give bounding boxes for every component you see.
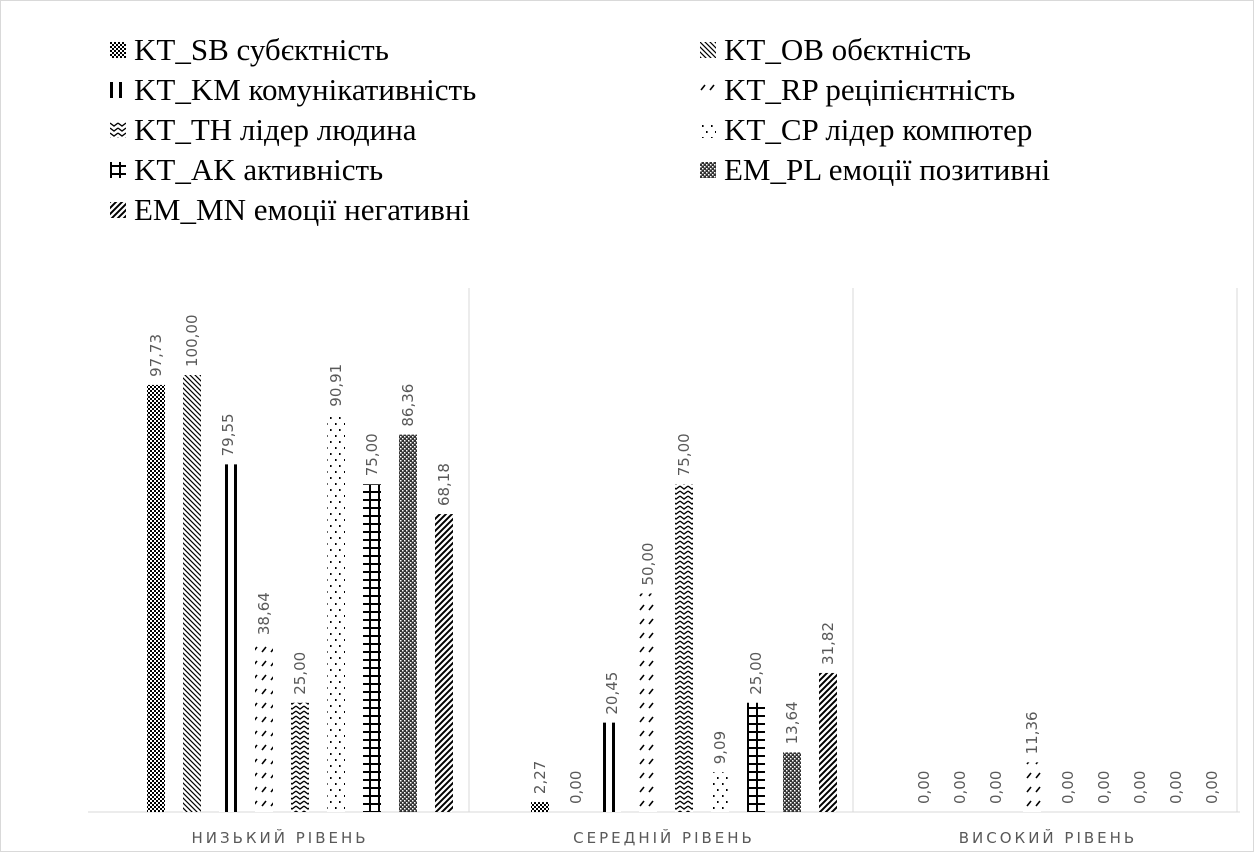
data-label: 86,36: [399, 384, 417, 427]
legend-swatch: [700, 162, 716, 178]
legend-item: KT_RP реціпієнтність: [700, 70, 1015, 110]
value-labels-group: 97,73 100,00 79,55 38,64 25,00 90,91 75,00 86,3…: [147, 315, 1221, 805]
data-label: 0,00: [951, 771, 969, 804]
legend-item: KT_CP лідер компютер: [700, 110, 1032, 150]
bar: [531, 802, 549, 812]
legend-swatch: [700, 82, 716, 98]
data-label: 20,45: [603, 672, 621, 715]
data-label: 0,00: [987, 771, 1005, 804]
category-label: СЕРЕДНІЙ РІВЕНЬ: [573, 828, 755, 847]
legend-label: KT_TH лідер людина: [134, 112, 417, 147]
data-label: 79,55: [219, 413, 237, 456]
legend-item: KT_AK активність: [110, 150, 383, 190]
bar: [603, 722, 621, 812]
category-separators: [88, 288, 1240, 813]
legend-item: EM_MN емоції негативні: [110, 190, 470, 230]
data-label: 13,64: [783, 701, 801, 744]
data-label: 38,64: [255, 592, 273, 635]
data-label: 0,00: [1095, 771, 1113, 804]
legend-item: KT_SB субєктність: [110, 30, 389, 70]
legend-label: EM_MN емоції негативні: [134, 192, 471, 227]
bar: [675, 484, 693, 812]
legend-swatch: [110, 82, 126, 98]
legend-swatch: [700, 122, 716, 138]
bar: [327, 414, 345, 812]
data-label: 0,00: [1059, 771, 1077, 804]
legend-label: KT_SB субєктність: [134, 32, 389, 67]
bar: [711, 772, 729, 812]
data-label: 0,00: [1167, 771, 1185, 804]
data-label: 75,00: [675, 433, 693, 476]
data-label: 0,00: [1131, 771, 1149, 804]
legend-label: KT_KM комунікативність: [134, 72, 477, 107]
data-label: 31,82: [819, 622, 837, 665]
legend-item: KT_TH лідер людина: [110, 110, 417, 150]
category-labels-group: НИЗЬКИЙ РІВЕНЬ СЕРЕДНІЙ РІВЕНЬ ВИСОКИЙ РІВ…: [191, 828, 1137, 847]
legend-item: KT_OB обєктність: [700, 30, 971, 70]
data-label: 97,73: [147, 334, 165, 377]
data-label: 2,27: [531, 761, 549, 794]
data-label: 90,91: [327, 364, 345, 407]
bar: [1023, 762, 1041, 812]
legend-label: EM_PL емоції позитивні: [724, 152, 1051, 187]
bar: [291, 702, 309, 812]
legend-label: KT_OB обєктність: [724, 32, 972, 67]
bar: [639, 593, 657, 812]
legend-swatch: [700, 42, 716, 58]
data-label: 9,09: [711, 731, 729, 764]
data-label: 0,00: [915, 771, 933, 804]
bar: [435, 514, 453, 812]
bar: [819, 672, 837, 812]
bar: [399, 434, 417, 812]
data-label: 75,00: [363, 433, 381, 476]
bar: [747, 702, 765, 812]
legend-label: KT_CP лідер компютер: [724, 112, 1033, 147]
category-label: НИЗЬКИЙ РІВЕНЬ: [191, 828, 368, 847]
legend-swatch: [110, 122, 126, 138]
bar: [147, 384, 165, 812]
legend-swatch: [110, 202, 126, 218]
legend-label: KT_AK активність: [134, 152, 384, 187]
legend-swatch: [110, 42, 126, 58]
legend: KT_SB субєктність KT_OB обєктність KT_KM к…: [110, 30, 1210, 250]
bar: [783, 752, 801, 812]
bar: [255, 643, 273, 812]
data-label: 25,00: [291, 652, 309, 695]
bars-group: [147, 375, 1041, 812]
legend-item: KT_KM комунікативність: [110, 70, 476, 110]
bar: [219, 464, 237, 812]
legend-item: EM_PL емоції позитивні: [700, 150, 1050, 190]
data-label: 100,00: [183, 315, 201, 368]
data-label: 50,00: [639, 543, 657, 586]
bar: [363, 484, 381, 812]
bar: [183, 375, 201, 812]
legend-label: KT_RP реціпієнтність: [724, 72, 1016, 107]
data-label: 11,36: [1023, 711, 1041, 754]
category-label: ВИСОКИЙ РІВЕНЬ: [959, 828, 1137, 847]
data-label: 0,00: [1203, 771, 1221, 804]
data-label: 0,00: [567, 771, 585, 804]
data-label: 25,00: [747, 652, 765, 695]
data-label: 68,18: [435, 463, 453, 506]
legend-swatch: [110, 162, 126, 178]
